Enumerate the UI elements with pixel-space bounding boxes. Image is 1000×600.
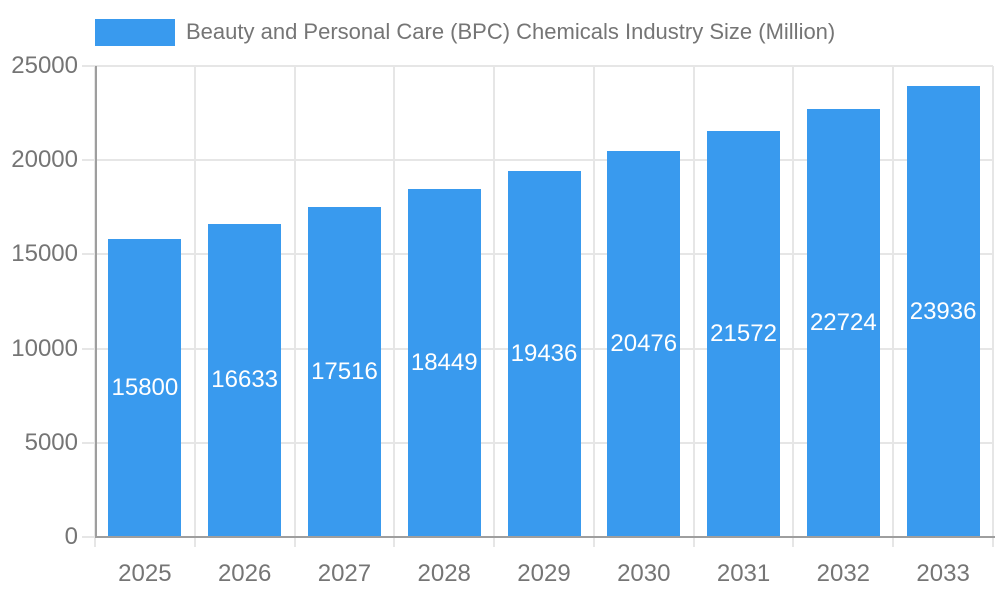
bar-value-label: 20476 [610, 330, 678, 358]
h-gridline [95, 159, 993, 162]
y-axis-tick-label: 25000 [11, 52, 78, 79]
v-gridline [592, 66, 595, 547]
bar[interactable]: 18449 [407, 189, 481, 537]
x-axis-tick-label: 2026 [217, 560, 272, 587]
x-axis-tick-label: 2033 [916, 560, 970, 587]
v-gridline [692, 66, 695, 547]
legend-swatch [95, 18, 175, 46]
bar[interactable]: 15800 [108, 239, 182, 537]
v-gridline [493, 66, 496, 547]
legend[interactable]: Beauty and Personal Care (BPC) Chemicals… [95, 17, 835, 47]
v-gridline [393, 66, 396, 547]
v-gridline [792, 66, 795, 547]
v-gridline [992, 66, 994, 547]
bar-value-label: 21572 [710, 319, 777, 347]
bar-value-label: 16633 [211, 366, 279, 394]
y-axis-line [95, 66, 97, 537]
bar-value-label: 18449 [410, 349, 478, 377]
y-axis-tick-label: 20000 [11, 146, 78, 174]
bar[interactable]: 20476 [607, 151, 681, 537]
bar[interactable]: 22724 [806, 108, 880, 537]
h-gridline [95, 65, 993, 67]
y-tick-mark [82, 253, 95, 256]
y-axis-tick-label: 0 [64, 523, 78, 550]
bar[interactable]: 23936 [906, 86, 980, 537]
bar[interactable]: 21572 [707, 130, 781, 537]
x-axis-line [95, 536, 995, 538]
bar-value-label: 22724 [809, 308, 877, 336]
y-axis-tick-label: 10000 [11, 334, 78, 362]
bar-value-label: 19436 [510, 339, 578, 367]
x-axis-tick-label: 2028 [417, 560, 471, 587]
y-axis-tick-label: 15000 [11, 240, 78, 268]
y-tick-mark [82, 347, 95, 350]
v-gridline [193, 66, 196, 547]
x-axis-tick-label: 2032 [816, 560, 871, 587]
bar-value-label: 15800 [111, 374, 179, 402]
x-axis-tick-label: 2031 [716, 560, 771, 587]
legend-label: Beauty and Personal Care (BPC) Chemicals… [186, 19, 836, 44]
bar[interactable]: 17516 [307, 206, 381, 537]
x-axis-tick-label: 2027 [317, 560, 372, 587]
v-gridline [892, 66, 895, 547]
x-axis-tick-label: 2030 [617, 560, 671, 587]
x-axis-tick-label: 2029 [517, 560, 571, 587]
bar[interactable]: 16633 [208, 223, 282, 537]
y-axis-tick-label: 5000 [24, 428, 78, 456]
v-gridline [293, 66, 296, 547]
bar[interactable]: 19436 [507, 170, 581, 537]
y-tick-mark [82, 159, 95, 162]
bar-value-label: 23936 [909, 297, 977, 325]
y-tick-mark [82, 536, 95, 538]
y-tick-mark [82, 65, 95, 67]
bar-value-label: 17516 [311, 357, 378, 385]
y-tick-mark [82, 441, 95, 444]
x-axis-tick-label: 2025 [118, 560, 172, 587]
